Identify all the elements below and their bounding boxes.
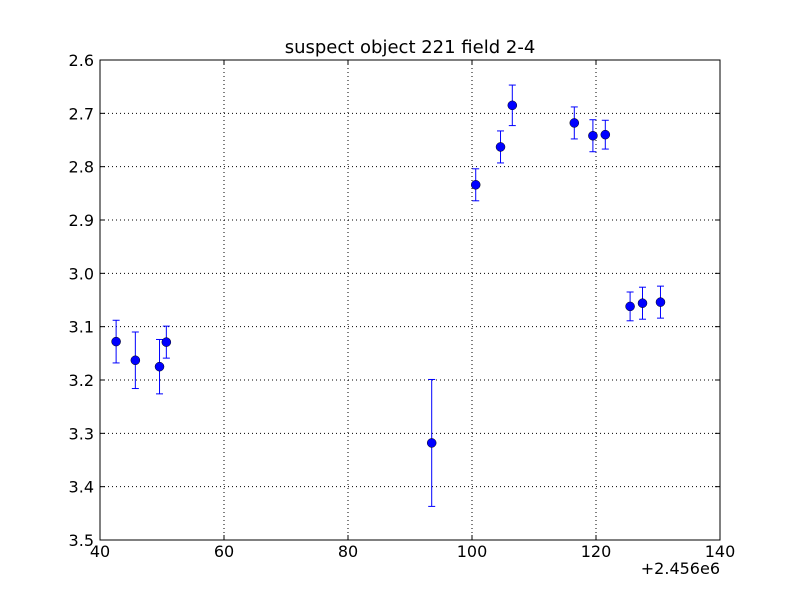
x-tick-label: 80 xyxy=(338,542,358,561)
y-tick-label: 2.6 xyxy=(69,51,94,70)
grid-lines xyxy=(100,60,720,540)
data-point xyxy=(655,297,666,307)
data-point xyxy=(470,180,481,190)
y-tick-label: 3.2 xyxy=(69,371,94,390)
y-tick-label: 2.9 xyxy=(69,211,94,230)
chart-title: suspect object 221 field 2-4 xyxy=(285,37,536,58)
data-point xyxy=(111,336,121,347)
y-tick-label: 3.1 xyxy=(69,318,94,337)
y-tick-label: 3.0 xyxy=(69,264,94,283)
x-tick-label: 60 xyxy=(214,542,234,561)
plot-frame xyxy=(99,59,721,541)
y-tick-label: 3.3 xyxy=(69,424,94,443)
axis-ticks: 40 60 80 100 120 140 2.6 2.7 2.8 2.9 3.0 3.1 3.2 3.3 3… xyxy=(69,51,736,561)
y-tick-label: 3.5 xyxy=(69,531,94,550)
data-point xyxy=(426,438,437,448)
x-tick-label: 140 xyxy=(705,542,736,561)
data-point xyxy=(600,129,611,140)
x-axis-offset-label: +2.456e6 xyxy=(641,559,720,578)
data-point xyxy=(154,361,165,372)
data-point xyxy=(507,100,518,111)
x-tick-label: 40 xyxy=(90,542,110,561)
data-point xyxy=(625,301,635,312)
x-tick-label: 100 xyxy=(457,542,488,561)
y-tick-label: 3.4 xyxy=(69,478,94,497)
data-point xyxy=(637,298,648,308)
y-tick-label: 2.8 xyxy=(69,158,94,177)
x-tick-label: 120 xyxy=(581,542,612,561)
data-point xyxy=(569,118,580,128)
data-point xyxy=(495,142,506,152)
data-points-layer xyxy=(111,84,666,507)
y-tick-label: 2.7 xyxy=(69,104,94,123)
data-point xyxy=(130,355,141,366)
data-point xyxy=(588,130,598,141)
data-point xyxy=(161,337,172,347)
